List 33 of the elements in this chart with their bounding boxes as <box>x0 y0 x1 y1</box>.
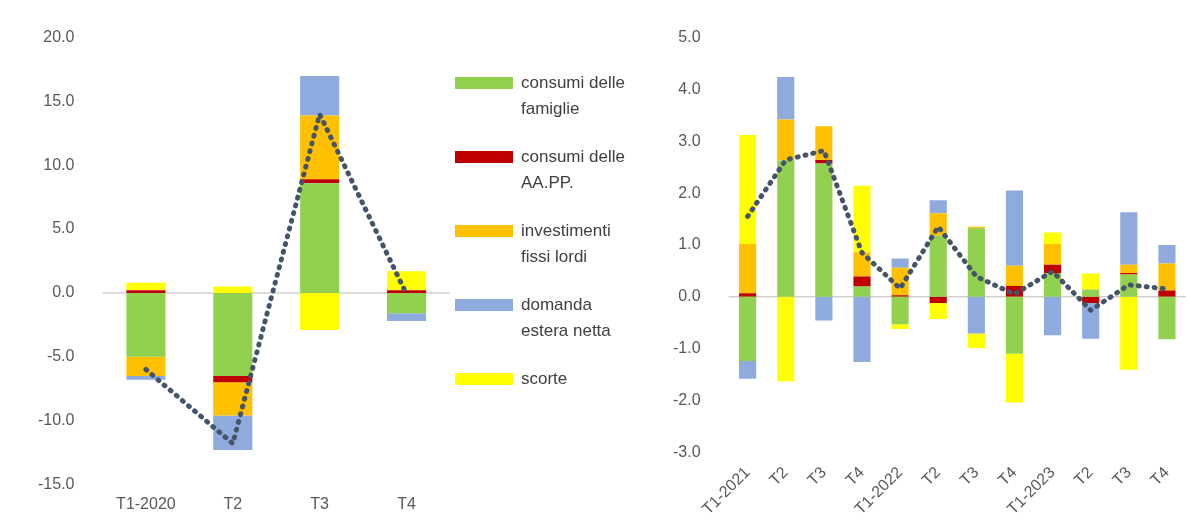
y-tick-label: -15.0 <box>38 474 75 492</box>
x-tick-label: T1-2020 <box>116 495 176 513</box>
x-tick-label: T2 <box>918 463 944 489</box>
y-tick-label: 20.0 <box>43 28 75 46</box>
y-tick-label: -1.0 <box>672 339 701 357</box>
x-tick-label: T3 <box>803 463 830 489</box>
legend-label: consumi delle famiglie <box>521 72 626 120</box>
y-tick-label: 1.0 <box>678 235 701 253</box>
y-tick-label: 3.0 <box>678 131 701 149</box>
y-tick-label: 10.0 <box>43 155 75 173</box>
y-tick-label: 15.0 <box>43 91 75 109</box>
y-tick-label: -2.0 <box>672 390 701 408</box>
y-tick-label: -5.0 <box>46 347 75 365</box>
legend-label: consumi delle AA.PP. <box>521 146 626 194</box>
y-tick-label: -10.0 <box>38 410 75 428</box>
x-tick-label: T4 <box>1146 463 1173 489</box>
legend-label: domanda estera netta <box>521 294 612 342</box>
y-tick-label: 5.0 <box>52 219 75 237</box>
x-tick-label: T3 <box>956 463 982 489</box>
y-tick-label: 0.0 <box>678 287 701 305</box>
x-tick-label: T3 <box>310 495 330 513</box>
y-tick-label: 5.0 <box>678 28 701 46</box>
y-tick-label: 4.0 <box>678 79 701 97</box>
x-tick-label: T2 <box>223 495 243 513</box>
legend-label: investimenti fissi lordi <box>521 220 612 268</box>
x-tick-label: T2 <box>765 463 792 489</box>
legend-label: scorte <box>521 368 569 390</box>
y-tick-label: 2.0 <box>678 183 701 201</box>
x-tick-label: T3 <box>1108 463 1135 489</box>
x-tick-label: T4 <box>397 495 416 513</box>
x-tick-label: T2 <box>1070 463 1097 489</box>
y-tick-label: -3.0 <box>672 442 701 460</box>
y-tick-label: 0.0 <box>52 283 75 301</box>
